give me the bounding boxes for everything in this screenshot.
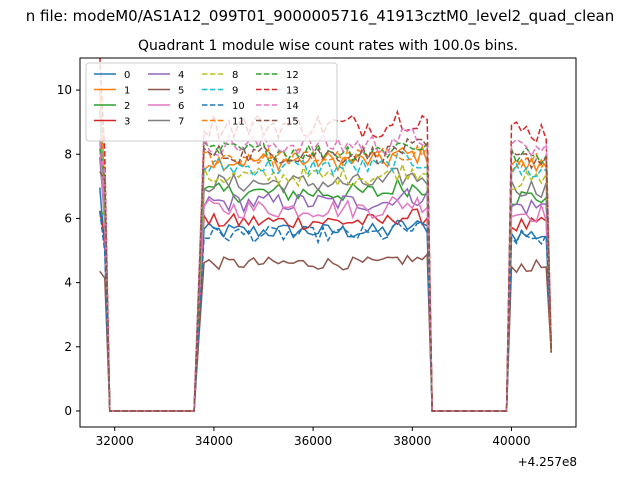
x-tick-label: 36000: [294, 434, 332, 448]
legend-label-12: 12: [286, 70, 299, 81]
x-tick-label: 40000: [492, 434, 530, 448]
legend-label-5: 5: [178, 86, 184, 97]
legend-label-14: 14: [286, 101, 299, 112]
legend-label-0: 0: [124, 70, 130, 81]
y-tick-label: 10: [57, 83, 72, 97]
chart-suptitle: n file: modeM0/AS1A12_099T01_9000005716_…: [26, 7, 615, 26]
legend-label-9: 9: [232, 86, 238, 97]
y-tick-label: 8: [64, 147, 72, 161]
legend-label-3: 3: [124, 117, 130, 128]
y-tick-label: 4: [64, 276, 72, 290]
y-tick-label: 0: [64, 404, 72, 418]
series-line-14: [99, 126, 552, 412]
series-line-15: [99, 137, 552, 412]
x-tick-label: 34000: [195, 434, 233, 448]
series-line-6: [99, 138, 552, 412]
legend-label-15: 15: [286, 117, 299, 128]
x-tick-label: 38000: [393, 434, 431, 448]
legend-label-4: 4: [178, 70, 184, 81]
series-line-11: [99, 88, 552, 412]
legend-label-2: 2: [124, 101, 130, 112]
legend-label-1: 1: [124, 86, 130, 97]
x-tick-label: 32000: [96, 434, 134, 448]
series-line-10: [99, 211, 552, 412]
y-tick-label: 6: [64, 211, 72, 225]
legend-label-6: 6: [178, 101, 184, 112]
series-line-5: [99, 252, 552, 412]
x-offset-label: +4.257e8: [518, 455, 577, 469]
legend-label-7: 7: [178, 117, 184, 128]
series-line-3: [99, 208, 552, 412]
axes-frame: [79, 57, 577, 428]
legend-label-8: 8: [232, 70, 238, 81]
chart-title: Quadrant 1 module wise count rates with …: [138, 38, 518, 54]
series-line-12: [99, 140, 552, 412]
legend-label-11: 11: [232, 117, 245, 128]
y-tick-label: 2: [64, 340, 72, 354]
legend-label-13: 13: [286, 86, 299, 97]
legend-frame: [85, 62, 338, 142]
legend-label-10: 10: [232, 101, 245, 112]
